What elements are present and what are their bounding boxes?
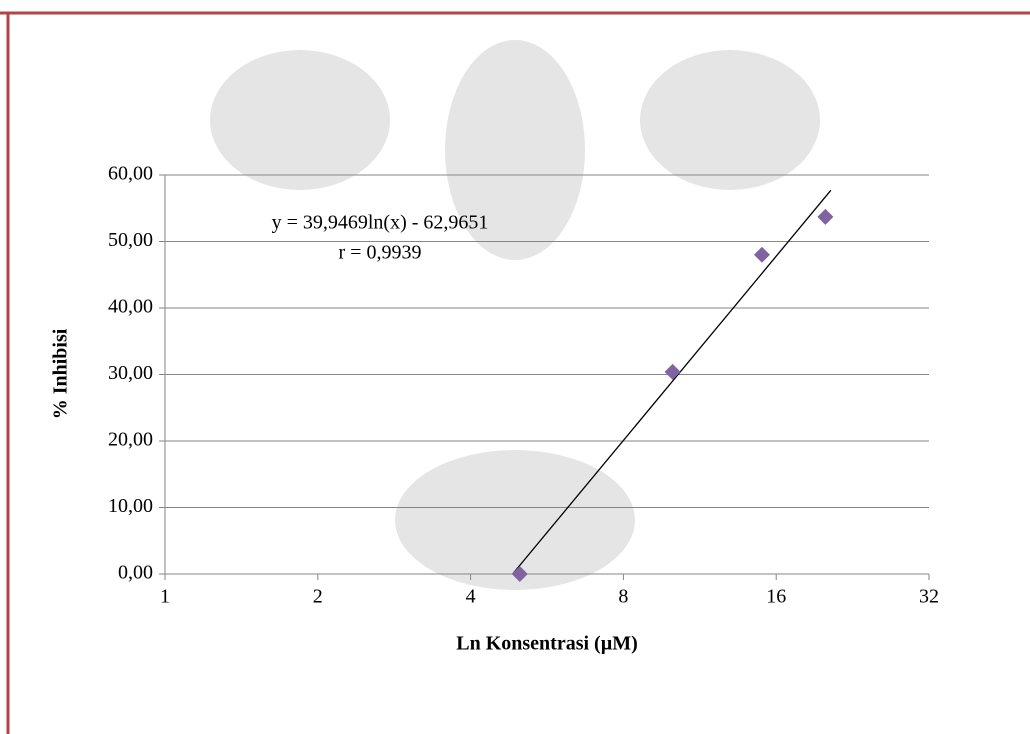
x-axis-label: Ln Konsentrasi (µM)	[456, 633, 638, 655]
y-tick-label: 10,00	[108, 495, 153, 517]
y-tick-label: 20,00	[108, 429, 153, 451]
y-tick-label: 50,00	[108, 229, 153, 251]
y-axis-label: % Inhibisi	[50, 328, 72, 419]
y-tick-label: 30,00	[108, 362, 153, 384]
y-tick-label: 40,00	[108, 296, 153, 318]
x-tick-label: 8	[618, 586, 628, 608]
r-value: r = 0,9939	[339, 242, 422, 264]
page: Ln Konsentrasi (µM) % Inhibisi y = 39,94…	[0, 0, 1030, 734]
x-tick-label: 1	[160, 586, 170, 608]
x-tick-label: 2	[313, 586, 323, 608]
point	[817, 209, 833, 225]
x-tick-label: 32	[919, 586, 939, 608]
y-tick-label: 60,00	[108, 163, 153, 185]
x-tick-label: 4	[466, 586, 476, 608]
y-tick-label: 0,00	[118, 562, 153, 584]
x-tick-label: 16	[766, 586, 786, 608]
point	[665, 364, 681, 380]
point	[754, 247, 770, 263]
trendline	[513, 190, 831, 574]
equation: y = 39,9469ln(x) - 62,9651	[272, 212, 489, 234]
